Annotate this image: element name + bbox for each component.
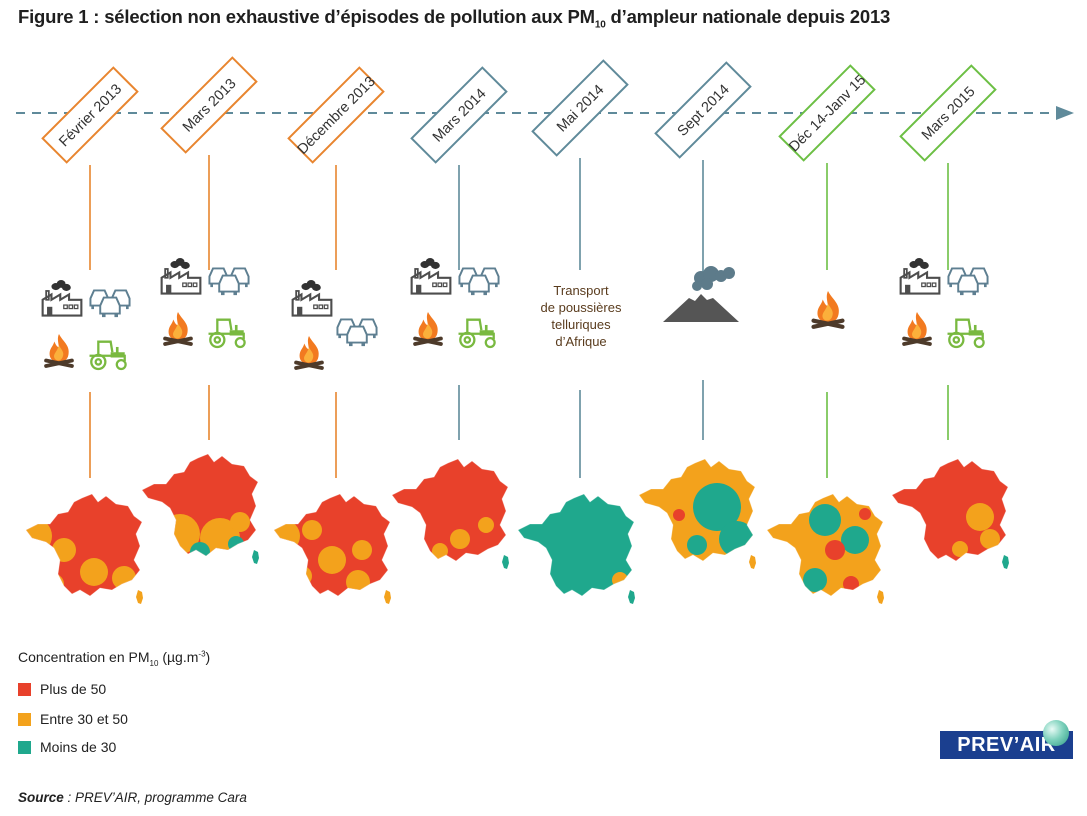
wood-burning-icon: [901, 312, 933, 347]
episode-date-frame: [531, 59, 629, 157]
corsica-map: [628, 590, 635, 604]
corsica-map: [502, 555, 509, 569]
desert-dust-note: Transport de poussières telluriques d’Af…: [540, 283, 622, 349]
wood-burning-icon: [811, 291, 845, 330]
corsica-map: [136, 590, 143, 604]
traffic-icon: [947, 267, 989, 296]
episode-1: Mars 2013: [141, 56, 259, 564]
episode-0: Février 2013: [25, 66, 143, 604]
wood-burning-icon: [43, 334, 75, 369]
tractor-icon: [457, 318, 496, 349]
episode-date-frame: [287, 66, 385, 164]
wood-burning-icon: [412, 312, 444, 347]
episode-date-frame: [654, 61, 752, 159]
episode-date-frame: [410, 66, 508, 164]
episode-2: Décembre 2013: [273, 66, 391, 604]
industry-icon: [160, 256, 202, 295]
traffic-icon: [208, 267, 250, 296]
wood-burning-icon: [162, 312, 194, 347]
corsica-map: [749, 555, 756, 569]
industry-icon: [899, 256, 941, 295]
timeline-arrow-icon: [1056, 106, 1074, 120]
tractor-icon: [88, 340, 127, 371]
episode-date-frame: [160, 56, 258, 154]
legend-item-low: Moins de 30: [18, 739, 116, 755]
traffic-icon: [89, 289, 131, 318]
volcano-icon: [663, 266, 739, 322]
france-pm10-map: [891, 458, 1009, 569]
industry-icon: [410, 256, 452, 295]
figure-title: Figure 1 : sélection non exhaustive d’ép…: [18, 6, 891, 31]
france-pm10-map: [517, 493, 635, 604]
tractor-icon: [946, 318, 985, 349]
episode-date-tag: Sept 2014: [654, 61, 752, 159]
episode-7: Mars 2015: [891, 64, 1009, 569]
corsica-map: [1002, 555, 1009, 569]
episode-date-tag: Déc 14-Janv 15: [778, 64, 876, 162]
source-note: Source : PREV’AIR, programme Cara: [18, 790, 247, 805]
episode-date-tag: Février 2013: [41, 66, 139, 164]
industry-icon: [41, 278, 83, 317]
france-pm10-map: [638, 458, 756, 569]
legend-swatch-high: [18, 683, 31, 696]
prevair-logo: PREV’AIR: [940, 720, 1073, 760]
france-pm10-map: [25, 493, 143, 604]
episode-date-tag: Mars 2014: [410, 66, 508, 164]
corsica-map: [252, 550, 259, 564]
corsica-map: [384, 590, 391, 604]
tractor-icon: [207, 318, 246, 349]
episode-date-tag: Mars 2013: [160, 56, 258, 154]
episode-date-label: Décembre 2013: [295, 74, 379, 158]
episode-3: Mars 2014: [391, 66, 509, 569]
france-pm10-map: [273, 493, 391, 604]
episode-date-tag: Décembre 2013: [287, 66, 385, 164]
legend-item-medium: Entre 30 et 50: [18, 711, 128, 727]
legend-title: Concentration en PM10 (µg.m-3): [18, 649, 211, 668]
globe-icon: [1043, 720, 1069, 746]
traffic-icon: [336, 318, 378, 347]
episode-date-tag: Mai 2014: [531, 59, 629, 157]
wood-burning-icon: [293, 336, 325, 371]
episode-date-frame: [41, 66, 139, 164]
corsica-map: [877, 590, 884, 604]
episode-date-frame: [899, 64, 997, 162]
traffic-icon: [458, 267, 500, 296]
legend-swatch-medium: [18, 713, 31, 726]
france-pm10-map: [391, 458, 509, 569]
legend-swatch-low: [18, 741, 31, 754]
legend-item-high: Plus de 50: [18, 681, 106, 697]
france-pm10-map: [141, 453, 259, 564]
episode-date-frame: [778, 64, 876, 162]
episode-6: Déc 14-Janv 15: [766, 64, 884, 604]
france-pm10-map: [766, 493, 884, 604]
industry-icon: [291, 278, 333, 317]
